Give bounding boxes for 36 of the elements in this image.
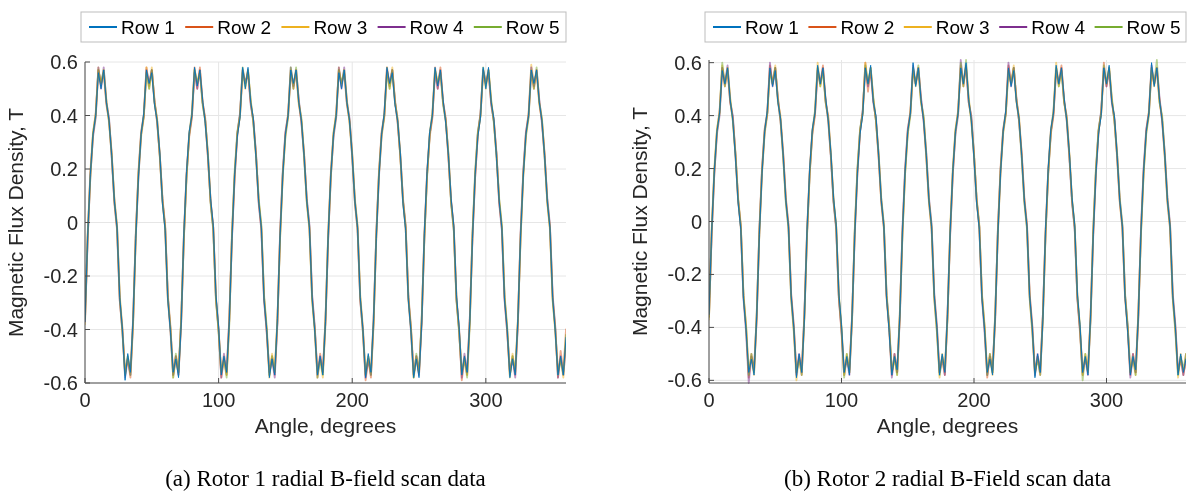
legend-label: Row 2 bbox=[217, 16, 272, 38]
y-tick-label: 0.6 bbox=[674, 51, 702, 74]
legend-label: Row 1 bbox=[121, 16, 175, 38]
legend-label: Row 3 bbox=[313, 16, 368, 38]
text: (b) Rotor 2 radial B-Field scan data bbox=[783, 466, 1112, 491]
y-tick-label: -0.4 bbox=[667, 316, 702, 339]
legend-label: Row 5 bbox=[505, 16, 560, 38]
y-tick-label: 0.2 bbox=[674, 157, 702, 180]
x-tick-label: 200 bbox=[335, 389, 369, 411]
y-tick-label: 0 bbox=[66, 211, 78, 234]
legend-label: Row 2 bbox=[840, 16, 895, 38]
x-tick-label: 300 bbox=[1089, 389, 1124, 411]
x-tick-label: 200 bbox=[957, 389, 991, 411]
legend-label: Row 5 bbox=[1126, 16, 1181, 38]
y-tick-label: 0.4 bbox=[674, 104, 702, 127]
y-tick-label: -0.4 bbox=[43, 318, 78, 341]
x-tick-label: 300 bbox=[469, 389, 503, 411]
y-axis-title: Magnetic Flux Density, T bbox=[4, 107, 27, 338]
y-tick-label: -0.2 bbox=[667, 263, 702, 286]
legend-label: Row 4 bbox=[409, 16, 464, 38]
y-tick-label: 0.2 bbox=[50, 158, 78, 180]
y-tick-label: 0 bbox=[690, 210, 702, 233]
x-tick-label: 100 bbox=[201, 389, 236, 411]
legend-label: Row 1 bbox=[745, 16, 799, 38]
legend-label: Row 3 bbox=[935, 16, 990, 38]
legend-label: Row 4 bbox=[1031, 16, 1086, 38]
x-axis-title: Angle, degrees bbox=[876, 414, 1019, 437]
y-tick-label: -0.6 bbox=[43, 372, 78, 394]
y-tick-label: -0.6 bbox=[667, 369, 702, 392]
y-tick-label: -0.2 bbox=[43, 265, 78, 287]
y-tick-label: 0.6 bbox=[50, 51, 78, 73]
text: (a) Rotor 1 radial B-field scan data bbox=[165, 466, 486, 491]
x-tick-label: 100 bbox=[824, 389, 859, 411]
y-axis-title: Magnetic Flux Density, T bbox=[628, 106, 651, 337]
x-axis-title: Angle, degrees bbox=[254, 414, 397, 437]
y-tick-label: 0.4 bbox=[50, 104, 78, 127]
